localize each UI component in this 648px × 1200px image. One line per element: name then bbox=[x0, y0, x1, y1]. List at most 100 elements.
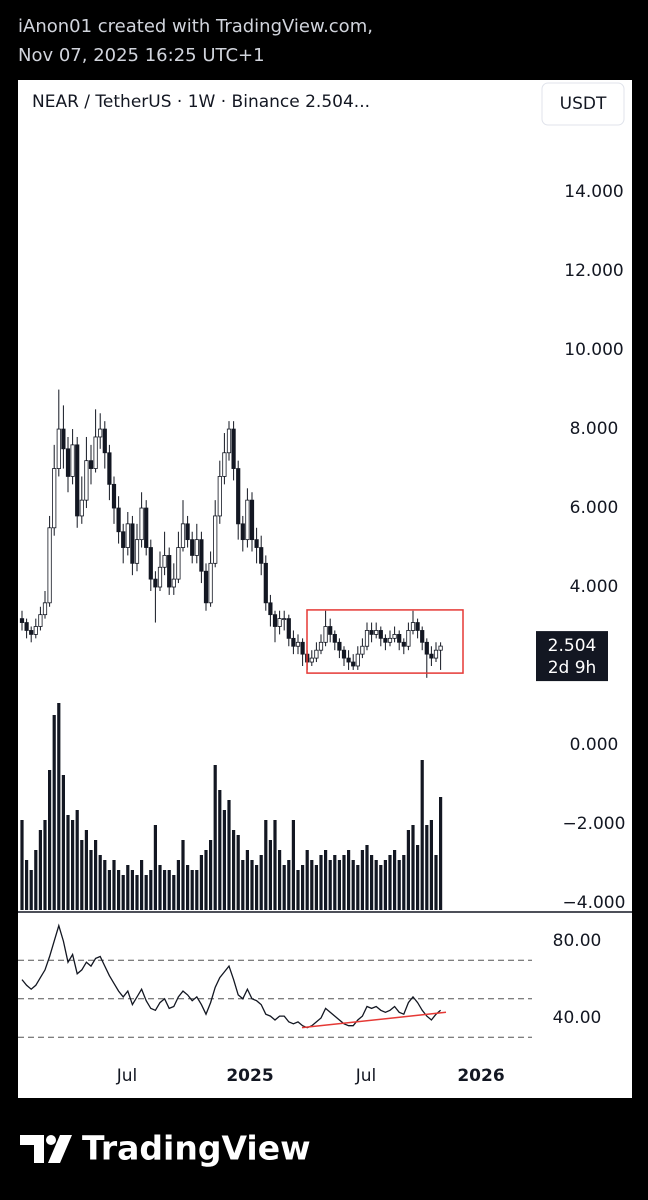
candle-body bbox=[383, 637, 388, 643]
volume-bar bbox=[80, 840, 84, 910]
candle-body bbox=[98, 428, 103, 438]
volume-bar bbox=[190, 870, 194, 910]
volume-bar bbox=[370, 855, 374, 910]
candle-body bbox=[236, 468, 241, 525]
candle-body bbox=[360, 645, 365, 655]
candle-body bbox=[337, 641, 342, 651]
volume-bar bbox=[365, 845, 369, 910]
volume-bar bbox=[268, 840, 272, 910]
candle-body bbox=[295, 641, 301, 647]
candle-body bbox=[263, 562, 268, 604]
rsi-tick-label: 40.00 bbox=[553, 1008, 602, 1028]
volume-bar bbox=[222, 810, 226, 910]
volume-bar bbox=[98, 855, 102, 910]
candle-body bbox=[148, 547, 153, 580]
candle-body bbox=[429, 653, 434, 659]
volume-bar bbox=[181, 840, 185, 910]
chart-legend: NEAR / TetherUS · 1W · Binance 2.504... bbox=[32, 92, 370, 112]
y-tick-label: 0.000 bbox=[570, 735, 619, 755]
candle-body bbox=[144, 507, 149, 548]
candle-body bbox=[213, 515, 218, 564]
volume-bar bbox=[439, 797, 443, 910]
candle-body bbox=[171, 578, 176, 588]
candle-body bbox=[38, 614, 43, 627]
volume-bar bbox=[176, 860, 180, 910]
chart-layer: 14.000 12.000 10.000 8.000 6.000 4.000 0.000 −2… bbox=[18, 182, 625, 1086]
candle-body bbox=[226, 428, 232, 454]
volume-bar bbox=[66, 815, 70, 910]
candle-body bbox=[56, 428, 61, 469]
volume-bar bbox=[89, 850, 93, 910]
candle-body bbox=[203, 570, 209, 604]
candle-body bbox=[300, 641, 305, 655]
rsi-trendline bbox=[301, 1011, 447, 1029]
volume-bar bbox=[351, 860, 355, 910]
y-tick-label: 14.000 bbox=[564, 182, 623, 202]
candle-body bbox=[121, 531, 126, 548]
candle-body bbox=[70, 444, 75, 477]
header-line: iAnon01 created with TradingView.com, bbox=[18, 16, 373, 37]
candle-body bbox=[153, 578, 158, 588]
volume-bar bbox=[374, 860, 378, 910]
candle-body bbox=[378, 630, 383, 639]
volume-bar bbox=[402, 855, 406, 910]
currency-button[interactable] bbox=[541, 82, 625, 126]
volume-bar bbox=[314, 865, 318, 910]
volume-bar bbox=[57, 703, 61, 910]
volume-bar bbox=[172, 875, 176, 910]
candle-body bbox=[415, 622, 420, 631]
volume-bar bbox=[144, 875, 148, 910]
candle-body bbox=[364, 630, 370, 647]
candle-body bbox=[291, 637, 296, 647]
candle-body bbox=[65, 448, 71, 477]
candle-body bbox=[231, 428, 236, 469]
candle-body bbox=[185, 523, 190, 541]
candle-body bbox=[157, 566, 163, 588]
candle-body bbox=[79, 499, 84, 517]
candle-body bbox=[24, 622, 29, 631]
volume-bar bbox=[52, 715, 56, 910]
y-tick-label: −4.000 bbox=[563, 893, 626, 913]
volume-bar bbox=[158, 865, 162, 910]
rsi-tick-label: 80.00 bbox=[553, 931, 602, 951]
currency-label[interactable]: USDT bbox=[560, 94, 607, 114]
volume-bar bbox=[209, 840, 213, 910]
volume-bar bbox=[291, 820, 295, 910]
volume-bar bbox=[38, 830, 42, 910]
candle-body bbox=[19, 618, 25, 623]
candle-body bbox=[387, 637, 393, 643]
volume-bar bbox=[416, 845, 420, 910]
volume-bar bbox=[347, 850, 351, 910]
volume-bar bbox=[227, 800, 231, 910]
header-line: Nov 07, 2025 16:25 UTC+1 bbox=[18, 45, 265, 66]
candle-body bbox=[254, 539, 259, 548]
volume-bar bbox=[393, 850, 397, 910]
candle-body bbox=[61, 428, 66, 450]
candle-body bbox=[424, 641, 429, 655]
candle-body bbox=[328, 626, 333, 635]
x-tick-label: Jul bbox=[355, 1066, 377, 1086]
volume-bar bbox=[296, 870, 300, 910]
x-tick-label: Jul bbox=[116, 1066, 138, 1086]
candle-body bbox=[272, 614, 278, 627]
volume-bar bbox=[241, 860, 245, 910]
volume-bar bbox=[107, 870, 111, 910]
volume-bar bbox=[186, 865, 190, 910]
volume-bar bbox=[328, 860, 332, 910]
volume-bar bbox=[383, 860, 387, 910]
rsi-line bbox=[21, 923, 442, 1029]
candle-body bbox=[341, 649, 347, 659]
volume-bar bbox=[337, 860, 341, 910]
candle-body bbox=[102, 428, 107, 454]
volume-bar bbox=[29, 870, 33, 910]
y-tick-label: 8.000 bbox=[570, 419, 619, 439]
candle-body bbox=[167, 555, 172, 588]
x-tick-label: 2026 bbox=[457, 1066, 504, 1086]
volume-bar bbox=[213, 765, 217, 910]
volume-bar bbox=[342, 855, 346, 910]
candle-body bbox=[277, 618, 282, 627]
candle-body bbox=[332, 634, 337, 643]
candle-body bbox=[130, 523, 135, 564]
candle-body bbox=[282, 618, 287, 621]
